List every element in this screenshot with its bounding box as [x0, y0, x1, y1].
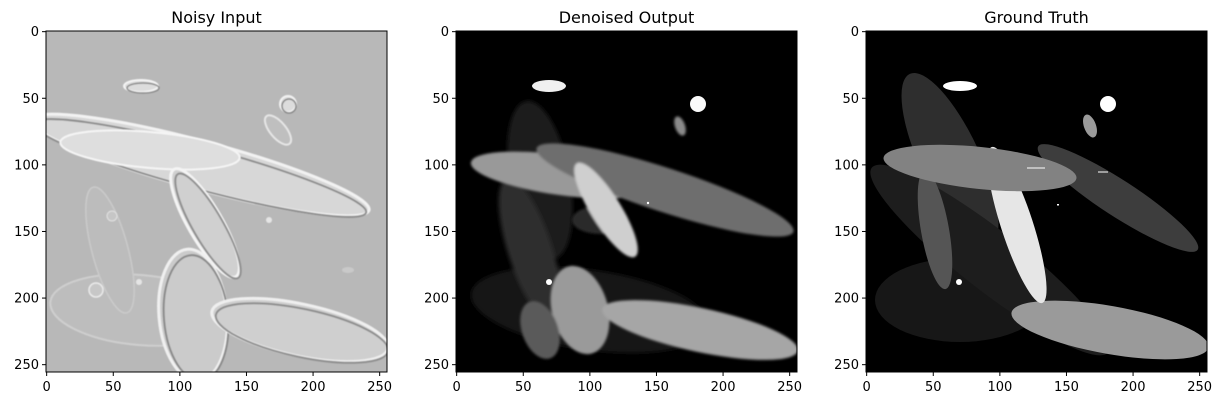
axes-frame: [455, 30, 798, 373]
y-tick-label: 200: [424, 292, 449, 307]
y-tick-label: 0: [31, 25, 39, 40]
x-tick-label: 100: [987, 380, 1012, 395]
y-tick-label: 100: [424, 158, 449, 173]
panel-ground-truth: Ground Truth: [834, 8, 1212, 395]
x-tick-label: 0: [43, 380, 51, 395]
x-tick-label: 200: [711, 380, 736, 395]
x-tick-label: 250: [367, 380, 392, 395]
y-tick-label: 100: [14, 158, 39, 173]
axis-ticks: 0 50 100 150 200 250 0 50 100 150 200 250: [834, 25, 1212, 395]
denoised-image: [456, 31, 797, 372]
y-tick-label: 200: [834, 292, 859, 307]
panel-title: Denoised Output: [559, 8, 695, 27]
x-tick-label: 100: [167, 380, 192, 395]
y-tick-label: 150: [14, 225, 39, 240]
y-tick-label: 50: [22, 92, 39, 107]
panel-noisy-input: Noisy Input: [14, 8, 392, 395]
x-tick-label: 0: [863, 380, 871, 395]
x-tick-label: 150: [234, 380, 259, 395]
axis-ticks: 0 50 100 150 200 250 0 50 100 150 200 250: [14, 25, 392, 395]
y-tick-label: 0: [851, 25, 859, 40]
x-tick-label: 50: [105, 380, 122, 395]
x-tick-label: 250: [777, 380, 802, 395]
y-tick-label: 150: [424, 225, 449, 240]
x-tick-label: 0: [453, 380, 461, 395]
x-tick-label: 150: [1054, 380, 1079, 395]
axes-frame: [865, 30, 1208, 373]
axes-frame: [45, 30, 388, 373]
ground-truth-image: [866, 31, 1207, 372]
y-tick-label: 200: [14, 292, 39, 307]
y-tick-label: 50: [842, 92, 859, 107]
panel-denoised-output: Denoised Output 0 50 10: [424, 8, 802, 395]
y-tick-label: 250: [424, 358, 449, 373]
x-tick-label: 200: [1121, 380, 1146, 395]
panel-title: Noisy Input: [171, 8, 262, 27]
panel-title: Ground Truth: [984, 8, 1089, 27]
y-tick-label: 250: [834, 358, 859, 373]
y-tick-label: 0: [441, 25, 449, 40]
x-tick-label: 250: [1187, 380, 1212, 395]
noisy-image: [46, 31, 387, 372]
x-tick-label: 50: [515, 380, 532, 395]
axis-ticks: 0 50 100 150 200 250 0 50 100 150 200 250: [424, 25, 802, 395]
x-tick-label: 150: [644, 380, 669, 395]
y-tick-label: 50: [432, 92, 449, 107]
y-tick-label: 100: [834, 158, 859, 173]
x-tick-label: 200: [301, 380, 326, 395]
y-tick-label: 150: [834, 225, 859, 240]
x-tick-label: 100: [577, 380, 602, 395]
x-tick-label: 50: [925, 380, 942, 395]
y-tick-label: 250: [14, 358, 39, 373]
